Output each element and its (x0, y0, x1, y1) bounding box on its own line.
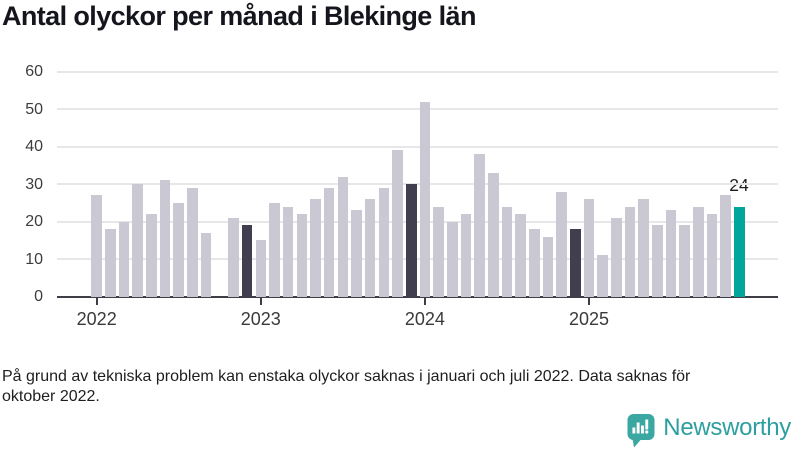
bar-2025-11 (720, 195, 732, 297)
bar-2023-03 (282, 206, 294, 297)
bar-2023-01 (255, 240, 267, 297)
bar-2023-04 (296, 214, 308, 297)
bar-2024-04 (460, 214, 472, 297)
footnote: På grund av tekniska problem kan enstaka… (2, 368, 691, 406)
bar-2022-04 (132, 184, 144, 297)
y-axis-tick-label: 30 (25, 175, 43, 193)
gridline (57, 183, 778, 185)
bar-2024-08 (515, 214, 526, 297)
bar-2025-12 (734, 206, 745, 297)
bar-2023-10 (378, 187, 390, 297)
bar-2024-07 (501, 206, 513, 297)
x-axis-line (57, 295, 778, 298)
y-axis-tick-label: 40 (25, 138, 43, 155)
bar-2022-06 (159, 180, 171, 297)
bar-2025-01 (583, 199, 595, 297)
bar-2022-09 (200, 232, 212, 297)
plot-area: 24 0 10 20 30 40 50 60 2022 2023 2024 2025 (25, 63, 778, 329)
x-axis-year-label: 2024 (404, 309, 445, 329)
gridline (57, 220, 778, 223)
y-axis-tick-label: 50 (25, 100, 43, 118)
bar-2022-07 (173, 202, 185, 297)
newsworthy-logo-text: Newsworthy (663, 414, 791, 441)
bar-2023-07 (337, 176, 349, 297)
x-axis-tick (588, 298, 590, 305)
bar-2022-03 (118, 221, 130, 297)
bar-2022-11 (228, 217, 239, 297)
bar-2023-09 (364, 199, 376, 297)
bar-2023-02 (269, 202, 280, 297)
gridline (57, 108, 778, 110)
bar-2025-05 (638, 199, 649, 297)
bar-2025-09 (693, 206, 704, 297)
x-axis-year-label: 2023 (240, 309, 281, 329)
gridline (57, 70, 778, 73)
bar-2024-02 (433, 206, 444, 297)
bar-2023-08 (351, 210, 362, 297)
gridline (57, 258, 778, 260)
x-axis-year-label: 2022 (76, 309, 117, 329)
bar-2025-08 (679, 225, 691, 297)
gridline (57, 145, 778, 148)
bar-2024-10 (542, 236, 554, 297)
bar-2022-08 (187, 187, 198, 297)
bar-2022-01 (91, 195, 102, 297)
bar-2023-11 (392, 150, 403, 297)
bar-2024-03 (446, 221, 458, 297)
bar-2025-10 (706, 214, 718, 297)
y-axis-tick-label: 10 (25, 250, 43, 268)
bar-2025-04 (624, 206, 636, 297)
x-axis-tick (423, 298, 426, 305)
bar-2023-06 (323, 187, 335, 297)
bar-2025-07 (665, 210, 677, 297)
bar-2024-12 (570, 229, 581, 297)
bar-2022-05 (146, 214, 157, 297)
y-axis-tick-label: 20 (25, 213, 43, 230)
x-axis-tick (95, 298, 98, 305)
bar-2025-02 (597, 255, 608, 297)
y-axis-tick-label: 60 (25, 63, 43, 80)
bar-2024-01 (419, 101, 431, 297)
bar-2025-03 (611, 217, 622, 297)
bar-2024-06 (487, 172, 499, 297)
x-axis-tick (259, 298, 262, 305)
bar-2023-12 (405, 184, 417, 297)
chart-title: Antal olyckor per månad i Blekinge län (2, 1, 476, 31)
bar-2024-05 (474, 154, 485, 297)
bar-2022-02 (105, 229, 116, 297)
newsworthy-logo-icon (627, 414, 655, 448)
bar-2024-09 (529, 229, 540, 297)
x-axis-year-label: 2025 (568, 309, 610, 329)
newsworthy-logo: Newsworthy (627, 413, 791, 450)
y-axis-tick-label: 0 (34, 288, 43, 305)
latest-value-label: 24 (729, 175, 749, 195)
bar-2022-12 (241, 225, 253, 297)
bar-2023-05 (310, 199, 321, 297)
bar-2025-06 (652, 225, 663, 297)
bar-2024-11 (556, 191, 567, 297)
